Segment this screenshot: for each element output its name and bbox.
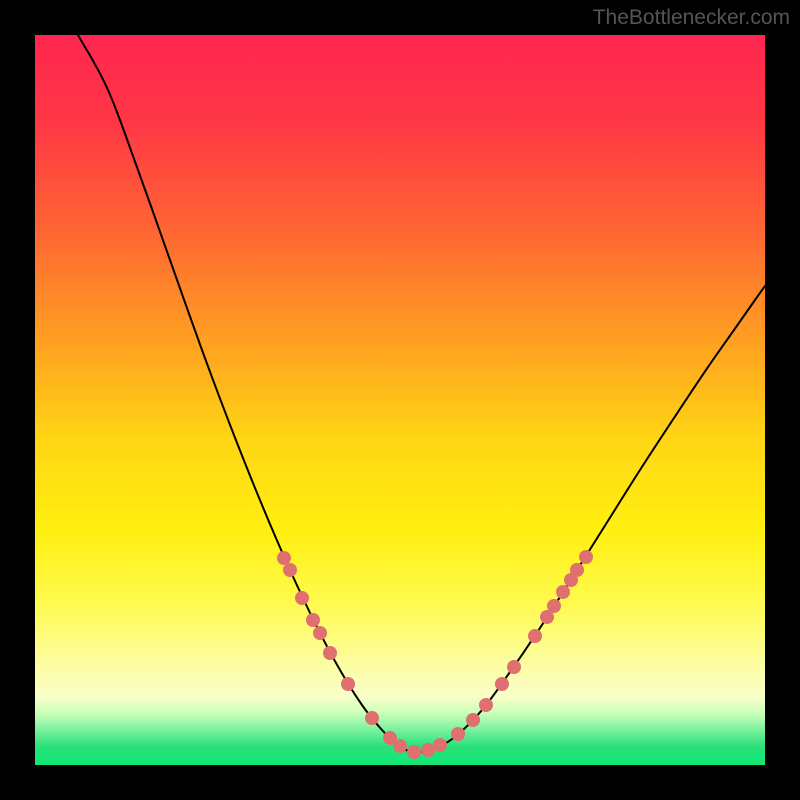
curve-marker bbox=[528, 629, 542, 643]
curve-marker bbox=[365, 711, 379, 725]
curve-marker bbox=[433, 738, 447, 752]
curve-marker bbox=[306, 613, 320, 627]
curve-marker bbox=[451, 727, 465, 741]
curve-marker bbox=[323, 646, 337, 660]
curve-marker bbox=[507, 660, 521, 674]
curve-marker bbox=[570, 563, 584, 577]
curve-marker bbox=[556, 585, 570, 599]
curve-marker bbox=[341, 677, 355, 691]
curve-marker bbox=[495, 677, 509, 691]
curve-marker bbox=[547, 599, 561, 613]
curve-marker bbox=[393, 739, 407, 753]
curve-marker bbox=[579, 550, 593, 564]
curve-marker bbox=[479, 698, 493, 712]
curve-marker bbox=[466, 713, 480, 727]
bottleneck-chart bbox=[0, 0, 800, 800]
plot-area bbox=[35, 35, 765, 765]
chart-container: TheBottlenecker.com bbox=[0, 0, 800, 800]
curve-marker bbox=[313, 626, 327, 640]
curve-marker bbox=[295, 591, 309, 605]
watermark-text: TheBottlenecker.com bbox=[593, 6, 790, 30]
curve-marker bbox=[277, 551, 291, 565]
curve-marker bbox=[407, 745, 421, 759]
curve-marker bbox=[283, 563, 297, 577]
curve-marker bbox=[421, 743, 435, 757]
